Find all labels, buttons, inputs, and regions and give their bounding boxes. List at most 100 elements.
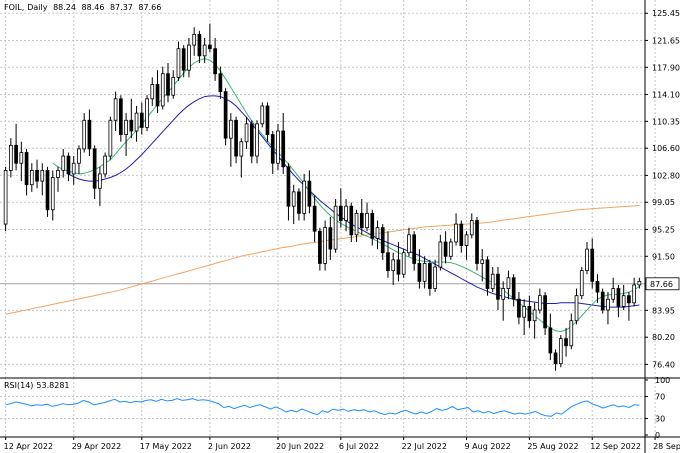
candle-bear bbox=[443, 241, 448, 257]
rsi-name: RSI(14) bbox=[4, 381, 34, 390]
candle-bull bbox=[171, 76, 176, 96]
candle-bear bbox=[223, 91, 228, 139]
candle-bull bbox=[558, 338, 563, 365]
candle-bear bbox=[318, 230, 322, 264]
candle-bear bbox=[386, 252, 390, 272]
candle-bear bbox=[511, 277, 516, 300]
candle-bull bbox=[56, 169, 60, 178]
candle-bear bbox=[496, 273, 500, 300]
candle-bull bbox=[401, 252, 406, 275]
candle-bear bbox=[92, 148, 97, 189]
current-price-label: 87.66 bbox=[650, 280, 673, 289]
rsi-line bbox=[5, 398, 640, 417]
candle-bear bbox=[87, 119, 92, 150]
candle-bear bbox=[359, 212, 364, 229]
time-tick-label: 12 Apr 2022 bbox=[4, 442, 53, 451]
candle-bear bbox=[129, 119, 134, 132]
candle-bear bbox=[24, 152, 29, 186]
candle-bear bbox=[396, 259, 401, 275]
candle-bear bbox=[155, 84, 160, 107]
candle-bear bbox=[218, 73, 223, 93]
symbol-label: FOIL, bbox=[4, 3, 25, 12]
candle-bear bbox=[281, 130, 286, 168]
candle-bull bbox=[621, 295, 626, 307]
high-value: 88.46 bbox=[81, 3, 105, 12]
candle-bull bbox=[574, 295, 579, 322]
candle-bull bbox=[302, 180, 307, 214]
candle-bull bbox=[532, 309, 537, 322]
candle-bear bbox=[35, 169, 39, 182]
candle-bull bbox=[291, 191, 296, 207]
rsi-tick-label: 70 bbox=[655, 393, 665, 402]
candle-bull bbox=[480, 259, 485, 264]
candle-bull bbox=[244, 123, 249, 143]
time-tick-label: 29 Apr 2022 bbox=[72, 442, 121, 451]
candle-bull bbox=[333, 205, 338, 250]
open-value: 88.24 bbox=[53, 3, 76, 12]
rsi-value: 53.8281 bbox=[36, 381, 70, 390]
candle-bear bbox=[45, 169, 50, 211]
candle-bear bbox=[213, 48, 217, 75]
candle-bull bbox=[522, 306, 526, 318]
candle-bull bbox=[160, 73, 165, 107]
candle-bear bbox=[548, 327, 553, 354]
candle-bull bbox=[113, 98, 118, 121]
candle-bear bbox=[349, 205, 354, 236]
price-tick-label: 99.05 bbox=[652, 198, 675, 207]
candle-bull bbox=[202, 44, 207, 57]
price-tick-label: 76.40 bbox=[652, 360, 675, 369]
time-tick-label: 2 Jun 2022 bbox=[208, 442, 251, 451]
time-tick-label: 22 Jul 2022 bbox=[402, 442, 447, 451]
candle-bear bbox=[564, 338, 568, 347]
candle-bear bbox=[412, 234, 417, 264]
candle-bear bbox=[370, 212, 375, 239]
candle-bear bbox=[527, 306, 532, 322]
time-axis: 12 Apr 2022 29 Apr 2022 17 May 2022 2 Jun 2… bbox=[4, 437, 680, 451]
candle-bull bbox=[29, 169, 34, 186]
rsi-tick-label: 0 bbox=[655, 431, 660, 440]
candle-bull bbox=[506, 277, 511, 289]
low-value: 87.37 bbox=[109, 3, 133, 12]
price-tick-label: 80.20 bbox=[652, 333, 675, 342]
candle-bear bbox=[475, 220, 479, 264]
time-tick-label: 6 Jul 2022 bbox=[339, 442, 379, 451]
candle-bull bbox=[375, 227, 380, 239]
candle-bull bbox=[422, 263, 427, 282]
candle-bull bbox=[19, 152, 24, 164]
time-tick-label: 12 Sep 2022 bbox=[590, 442, 641, 451]
current-price-marker: 87.66 bbox=[645, 277, 680, 291]
rsi-grid bbox=[0, 396, 645, 419]
candle-bull bbox=[569, 320, 574, 347]
candle-bear bbox=[181, 48, 186, 71]
candle-bull bbox=[637, 280, 642, 286]
candle-bear bbox=[485, 259, 490, 289]
candle-bull bbox=[585, 248, 589, 272]
chart-header: FOIL, Daily 88.24 88.46 87.37 87.66 bbox=[4, 3, 164, 12]
candle-bull bbox=[124, 119, 128, 135]
candle-bear bbox=[119, 98, 123, 135]
candle-bull bbox=[323, 227, 327, 264]
candle-bull bbox=[71, 162, 76, 175]
price-axis: 125.45 121.65 117.90 114.10 110.35 106.60 102.… bbox=[645, 9, 680, 369]
time-tick-label: 25 Aug 2022 bbox=[527, 442, 578, 451]
candle-bear bbox=[600, 291, 605, 311]
rsi-header: RSI(14) 53.8281 bbox=[4, 381, 73, 390]
candle-bear bbox=[265, 105, 270, 135]
candle-bear bbox=[312, 205, 317, 232]
candle-bear bbox=[307, 180, 312, 207]
ma-long-line bbox=[5, 205, 640, 315]
price-tick-label: 83.95 bbox=[652, 306, 675, 315]
candle-bull bbox=[407, 234, 411, 254]
candle-bear bbox=[197, 33, 202, 57]
candle-bull bbox=[433, 266, 437, 289]
candle-bear bbox=[543, 295, 547, 329]
candle-bear bbox=[616, 288, 621, 307]
candle-bull bbox=[354, 212, 359, 236]
time-tick-label: 17 May 2022 bbox=[140, 442, 192, 451]
price-tick-label: 125.45 bbox=[652, 9, 680, 18]
rsi-axis: 100 70 30 0 bbox=[645, 376, 670, 440]
time-tick-label: 20 Jun 2022 bbox=[276, 442, 324, 451]
candle-bear bbox=[249, 123, 254, 157]
